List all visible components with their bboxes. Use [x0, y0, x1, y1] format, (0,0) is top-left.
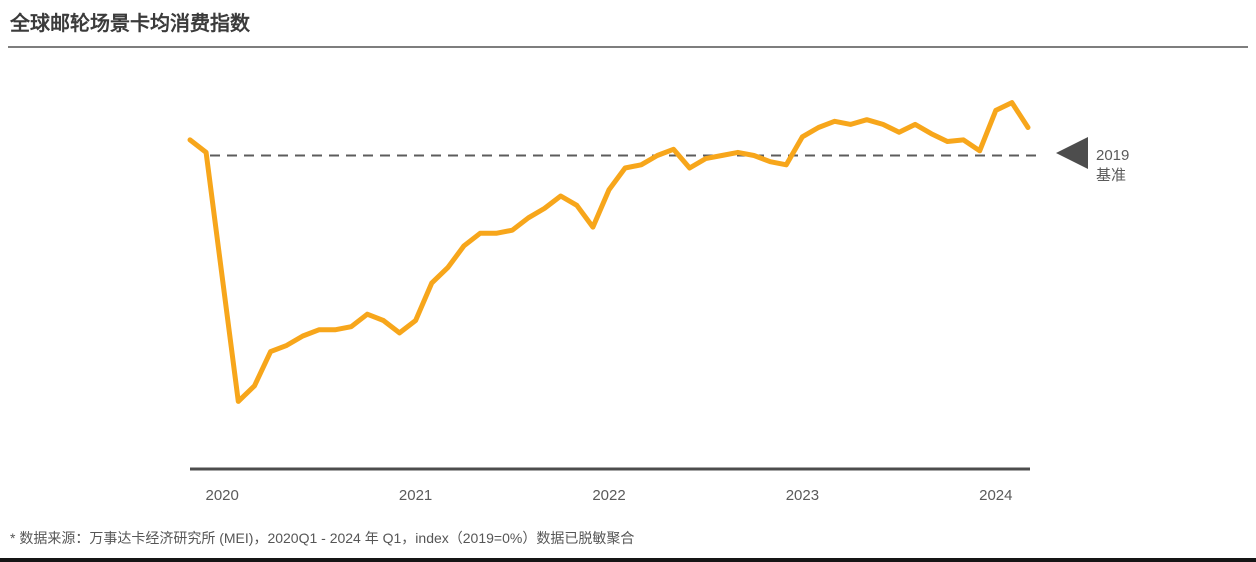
- bottom-border: [0, 558, 1256, 562]
- x-axis-label-2020: 2020: [206, 487, 239, 504]
- index-series-line: [187, 100, 1031, 404]
- line-chart-canvas: 2020 2021 2022 2023 2024 2019 基准: [187, 100, 1129, 504]
- x-axis-label-2024: 2024: [979, 487, 1012, 504]
- x-axis-label-2023: 2023: [786, 487, 819, 504]
- source-footnote: * 数据来源：万事达卡经济研究所 (MEI)，2020Q1 - 2024 年 Q…: [10, 530, 635, 546]
- x-axis-labels: 2020 2021 2022 2023 2024: [206, 487, 1013, 504]
- baseline-label-text: 基准: [1096, 167, 1126, 184]
- x-axis-label-2022: 2022: [592, 487, 625, 504]
- cruise-index-chart: 2020 2021 2022 2023 2024 2019 基准: [0, 70, 1256, 520]
- page-title: 全球邮轮场景卡均消费指数: [10, 13, 250, 35]
- baseline-label-year: 2019: [1096, 147, 1129, 164]
- x-axis-label-2021: 2021: [399, 487, 432, 504]
- baseline-marker-triangle-icon: [1056, 137, 1088, 169]
- title-divider: [8, 46, 1248, 48]
